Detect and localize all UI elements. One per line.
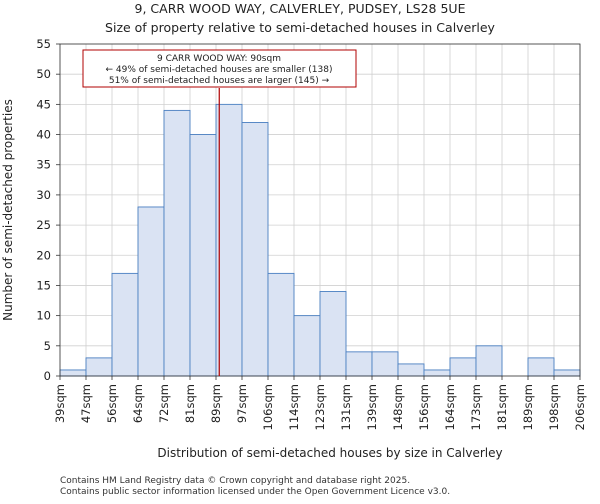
histogram-bar: [345, 351, 373, 377]
y-tick-label: 55: [36, 37, 51, 51]
y-tick-label: 20: [36, 248, 51, 262]
bars: [59, 103, 581, 377]
x-axis-label: Distribution of semi-detached houses by …: [157, 446, 502, 460]
x-tick-label: 131sqm: [339, 384, 353, 430]
x-tick-label: 56sqm: [105, 384, 119, 423]
x-tick-label: 97sqm: [235, 384, 249, 423]
x-ticks: 39sqm 47sqm 56sqm 64sqm 72sqm 81sqm 89sqm 97sqm…: [53, 376, 587, 430]
histogram-bar: [319, 291, 347, 377]
x-tick-label: 81sqm: [183, 384, 197, 423]
x-tick-label: 181sqm: [495, 384, 509, 430]
footer-line-1: Contains HM Land Registry data © Crown c…: [60, 476, 410, 486]
plot-frame: [59, 43, 581, 377]
annotation-line-1: 9 CARR WOOD WAY: 90sqm: [157, 54, 281, 64]
histogram-bar: [215, 103, 243, 377]
histogram-bar: [163, 109, 191, 377]
histogram-bar: [111, 272, 139, 377]
x-tick-label: 39sqm: [53, 384, 67, 423]
x-tick-label: 156sqm: [417, 384, 431, 430]
annotation-line-2: ← 49% of semi-detached houses are smalle…: [106, 65, 333, 75]
histogram-bar: [241, 122, 269, 377]
x-tick-label: 114sqm: [287, 384, 301, 430]
histogram-bar: [527, 357, 555, 377]
x-tick-label: 106sqm: [261, 384, 275, 430]
annotation-box: 9 CARR WOOD WAY: 90sqm ← 49% of semi-det…: [82, 49, 357, 88]
x-tick-label: 72sqm: [157, 384, 171, 423]
histogram-bar: [371, 351, 399, 377]
y-tick-label: 50: [36, 67, 51, 81]
histogram-bar: [397, 363, 425, 377]
y-tick-label: 30: [36, 188, 51, 202]
x-tick-label: 64sqm: [131, 384, 145, 423]
histogram-bar: [293, 315, 321, 377]
x-tick-label: 89sqm: [209, 384, 223, 423]
histogram-bar: [59, 369, 87, 377]
y-ticks: 0 5 10 15 20 25 30 35 40 45 50 55: [36, 37, 60, 383]
x-tick-label: 206sqm: [573, 384, 587, 430]
histogram-bar: [137, 206, 165, 377]
x-tick-label: 123sqm: [313, 384, 327, 430]
x-tick-label: 173sqm: [469, 384, 483, 430]
chart-title: 9, CARR WOOD WAY, CALVERLEY, PUDSEY, LS2…: [135, 1, 466, 16]
y-tick-label: 10: [36, 309, 51, 323]
annotation-line-3: 51% of semi-detached houses are larger (…: [109, 76, 330, 86]
x-tick-label: 189sqm: [521, 384, 535, 430]
footer-line-2: Contains public sector information licen…: [60, 487, 450, 497]
histogram-bar: [189, 134, 217, 377]
histogram-bar: [423, 369, 451, 377]
y-tick-label: 0: [44, 369, 51, 383]
histogram-bar: [85, 357, 113, 377]
x-tick-label: 148sqm: [391, 384, 405, 430]
y-tick-label: 15: [36, 278, 51, 292]
y-tick-label: 45: [36, 97, 51, 111]
histogram-bar: [267, 272, 295, 377]
chart-subtitle: Size of property relative to semi-detach…: [105, 20, 496, 35]
y-tick-label: 5: [44, 339, 51, 353]
histogram-bar: [449, 357, 477, 377]
histogram-bar: [553, 369, 581, 377]
y-tick-label: 35: [36, 158, 51, 172]
y-axis-label: Number of semi-detached properties: [1, 99, 15, 321]
x-tick-label: 198sqm: [547, 384, 561, 430]
x-tick-label: 47sqm: [79, 384, 93, 423]
histogram-bar: [475, 345, 503, 377]
x-tick-label: 164sqm: [443, 384, 457, 430]
x-tick-label: 139sqm: [365, 384, 379, 430]
y-tick-label: 25: [36, 218, 51, 232]
y-tick-label: 40: [36, 128, 51, 142]
